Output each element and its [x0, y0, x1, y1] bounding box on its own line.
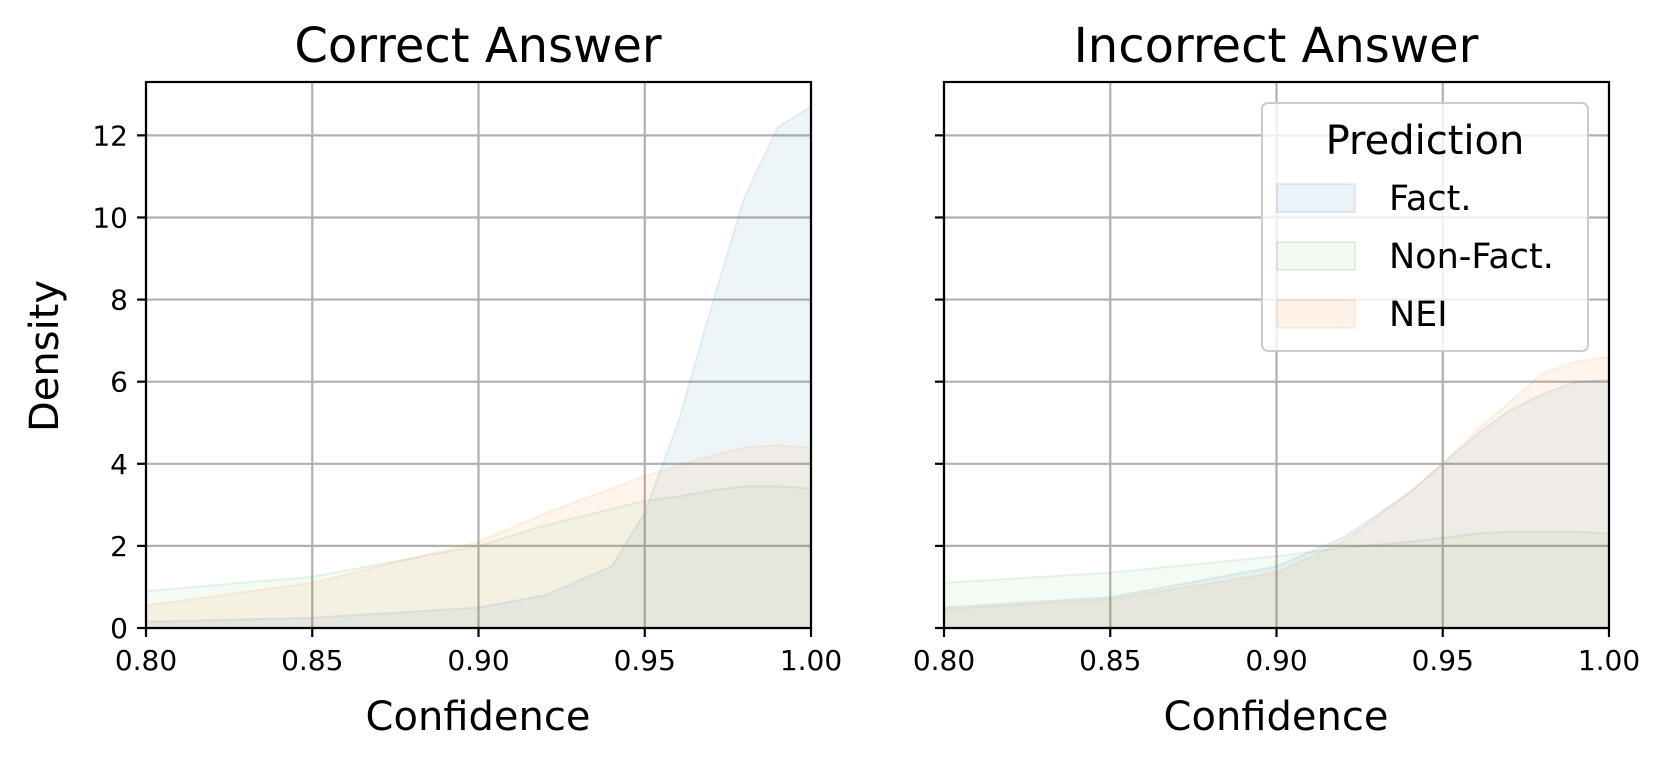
density-area-non-fact — [944, 530, 1609, 628]
density-area-fact — [944, 378, 1609, 628]
panel-incorrect-answer: Incorrect Answer Confidence 0.80 0.85 0.90… — [913, 18, 1640, 740]
y-tick-label: 12 — [92, 119, 128, 152]
x-tick-label: 0.90 — [1245, 644, 1307, 677]
x-ticks: 0.80 0.85 0.90 0.95 1.00 — [913, 628, 1640, 677]
y-ticks: 0 2 4 6 8 10 12 — [92, 119, 146, 645]
y-axis-label: Density — [22, 280, 68, 432]
x-tick-label: 0.95 — [614, 644, 676, 677]
density-area-non-fact — [146, 485, 811, 628]
legend: Prediction Fact. Non-Fact. NEI — [1261, 102, 1589, 352]
y-tick-label: 8 — [110, 284, 128, 317]
density-area-fact — [146, 105, 811, 628]
x-tick-label: 0.90 — [447, 644, 509, 677]
panel-title: Incorrect Answer — [1074, 18, 1479, 74]
legend-entry: NEI — [1389, 295, 1448, 335]
y-tick-label: 6 — [110, 366, 128, 399]
legend-swatch — [1276, 299, 1356, 329]
x-tick-label: 0.95 — [1412, 644, 1474, 677]
legend-entry: Non-Fact. — [1389, 237, 1554, 277]
density-areas — [944, 356, 1609, 628]
panel-correct-answer: Correct Answer Confidence Density 0.80 0.… — [22, 18, 842, 740]
panel-title: Correct Answer — [294, 18, 662, 74]
density-area-nei — [944, 356, 1609, 628]
x-tick-label: 1.00 — [1578, 644, 1640, 677]
legend-entry: Fact. — [1389, 179, 1471, 219]
y-ticks — [935, 134, 944, 630]
y-tick-label: 0 — [110, 612, 128, 645]
x-tick-label: 0.80 — [115, 644, 177, 677]
x-tick-label: 0.85 — [1079, 644, 1141, 677]
density-areas — [146, 105, 811, 628]
y-tick-label: 2 — [110, 530, 128, 563]
x-tick-label: 1.00 — [780, 644, 842, 677]
y-tick-label: 4 — [110, 448, 128, 481]
x-axis-label: Confidence — [1164, 694, 1389, 740]
legend-swatch — [1276, 241, 1356, 271]
y-tick-label: 10 — [92, 201, 128, 234]
legend-box — [1261, 102, 1589, 352]
x-axis-label: Confidence — [366, 694, 591, 740]
legend-swatch — [1276, 183, 1356, 213]
legend-title: Prediction — [1326, 118, 1525, 164]
x-ticks: 0.80 0.85 0.90 0.95 1.00 — [115, 628, 842, 677]
x-tick-label: 0.80 — [913, 644, 975, 677]
x-tick-label: 0.85 — [281, 644, 343, 677]
density-area-nei — [146, 444, 811, 628]
